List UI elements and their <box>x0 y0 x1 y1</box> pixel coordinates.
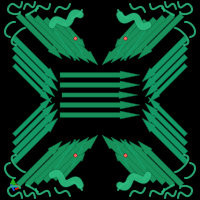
Polygon shape <box>61 22 85 47</box>
Polygon shape <box>25 13 71 59</box>
Polygon shape <box>120 15 166 61</box>
Polygon shape <box>52 135 98 181</box>
Polygon shape <box>25 141 71 187</box>
Polygon shape <box>12 118 58 164</box>
Polygon shape <box>102 19 148 65</box>
Polygon shape <box>138 13 184 59</box>
Polygon shape <box>111 17 157 63</box>
Polygon shape <box>148 97 187 136</box>
Polygon shape <box>148 64 187 103</box>
Polygon shape <box>16 141 62 187</box>
Polygon shape <box>12 36 58 82</box>
Polygon shape <box>145 54 188 97</box>
Polygon shape <box>43 137 89 183</box>
Polygon shape <box>145 103 188 146</box>
Polygon shape <box>16 13 62 59</box>
Polygon shape <box>34 15 80 61</box>
Polygon shape <box>142 109 188 155</box>
Polygon shape <box>12 103 55 146</box>
Polygon shape <box>13 97 52 136</box>
Polygon shape <box>102 135 148 181</box>
Polygon shape <box>129 141 175 187</box>
Polygon shape <box>111 137 157 183</box>
Polygon shape <box>142 45 188 91</box>
Polygon shape <box>61 153 85 178</box>
Polygon shape <box>120 139 166 185</box>
Polygon shape <box>43 17 89 63</box>
Polygon shape <box>115 153 139 178</box>
Polygon shape <box>12 54 55 97</box>
Polygon shape <box>52 19 98 65</box>
Polygon shape <box>115 22 139 47</box>
Polygon shape <box>34 139 80 185</box>
Polygon shape <box>129 13 175 59</box>
Polygon shape <box>12 109 58 155</box>
Polygon shape <box>12 45 58 91</box>
Polygon shape <box>60 81 140 89</box>
Polygon shape <box>13 64 52 103</box>
Polygon shape <box>60 111 140 119</box>
Polygon shape <box>60 71 140 79</box>
Polygon shape <box>138 141 184 187</box>
Polygon shape <box>142 118 188 164</box>
Polygon shape <box>62 92 138 98</box>
Polygon shape <box>142 36 188 82</box>
Polygon shape <box>60 101 140 109</box>
